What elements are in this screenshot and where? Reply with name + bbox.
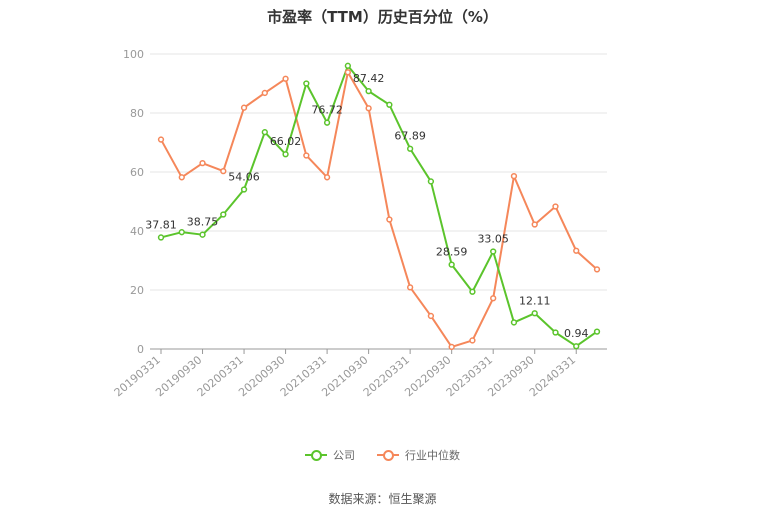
industry-data-point — [157, 136, 165, 143]
legend: 公司 行业中位数 — [0, 447, 765, 463]
company-data-point — [386, 101, 393, 108]
company-data-label: 87.42 — [353, 72, 385, 85]
industry-data-point — [220, 167, 227, 175]
industry-data-point — [344, 69, 352, 76]
company-data-point — [303, 80, 310, 87]
industry-series-line — [160, 71, 598, 348]
company-data-point — [199, 231, 206, 238]
y-tick-label: 80 — [130, 107, 144, 120]
company-data-label: 0.94 — [564, 327, 589, 340]
company-data-point — [469, 288, 476, 295]
y-tick-label: 100 — [123, 48, 144, 61]
company-data-label: 54.06 — [228, 171, 260, 184]
company-data-point — [490, 248, 497, 255]
company-data-point — [365, 87, 372, 95]
legend-swatch-company — [305, 449, 327, 461]
company-data-point — [427, 178, 435, 185]
industry-data-point — [448, 343, 455, 351]
industry-data-point — [406, 284, 414, 291]
industry-data-point — [365, 105, 372, 112]
company-data-point — [282, 151, 289, 158]
industry-data-point — [240, 104, 248, 111]
industry-data-point — [469, 337, 476, 344]
company-data-point — [220, 211, 227, 218]
industry-data-point — [510, 172, 518, 180]
legend-item-industry[interactable]: 行业中位数 — [377, 447, 460, 463]
company-data-label: 37.81 — [145, 218, 177, 231]
chart-title: 市盈率（TTM）历史百分位（%） — [267, 8, 498, 26]
company-data-point — [531, 310, 538, 317]
industry-data-point — [199, 160, 206, 167]
company-data-point — [344, 62, 352, 69]
industry-data-point — [178, 174, 185, 181]
company-data-label: 12.11 — [519, 294, 551, 307]
company-data-point — [261, 129, 268, 136]
company-data-label: 66.02 — [270, 135, 302, 148]
company-data-point — [448, 261, 455, 268]
company-data-point — [240, 186, 248, 193]
industry-data-point — [531, 221, 538, 228]
industry-data-point — [303, 152, 310, 159]
industry-data-point — [573, 247, 580, 254]
industry-data-point — [386, 216, 393, 223]
company-data-point — [157, 234, 165, 241]
company-data-point — [323, 119, 331, 126]
y-tick-label: 20 — [130, 284, 144, 297]
company-data-point — [178, 229, 185, 236]
company-data-label: 28.59 — [436, 246, 468, 259]
x-tick-label: 20240331 — [527, 353, 578, 399]
company-data-point — [593, 328, 601, 335]
company-series-line — [160, 64, 598, 348]
legend-label-company: 公司 — [333, 449, 355, 462]
company-data-point — [573, 343, 580, 350]
legend-label-industry: 行业中位数 — [405, 449, 460, 462]
legend-item-company[interactable]: 公司 — [305, 447, 355, 463]
company-data-point — [510, 319, 518, 326]
company-data-label: 67.89 — [394, 130, 426, 143]
industry-data-point — [261, 89, 268, 97]
source-note: 数据来源：恒生聚源 — [328, 492, 437, 506]
y-tick-label: 60 — [130, 166, 144, 179]
company-data-label: 38.75 — [187, 216, 219, 229]
industry-data-point — [490, 295, 497, 302]
industry-data-point — [593, 266, 601, 273]
industry-data-point — [427, 312, 435, 320]
industry-data-point — [323, 174, 331, 181]
legend-swatch-industry — [377, 449, 399, 461]
industry-data-point — [282, 75, 289, 82]
industry-data-point — [552, 203, 559, 210]
y-tick-label: 40 — [130, 225, 144, 238]
company-data-label: 33.05 — [477, 233, 509, 246]
company-data-point — [552, 329, 559, 336]
company-data-label: 76.72 — [311, 104, 343, 117]
y-tick-label: 0 — [137, 343, 144, 356]
company-data-point — [406, 145, 414, 152]
